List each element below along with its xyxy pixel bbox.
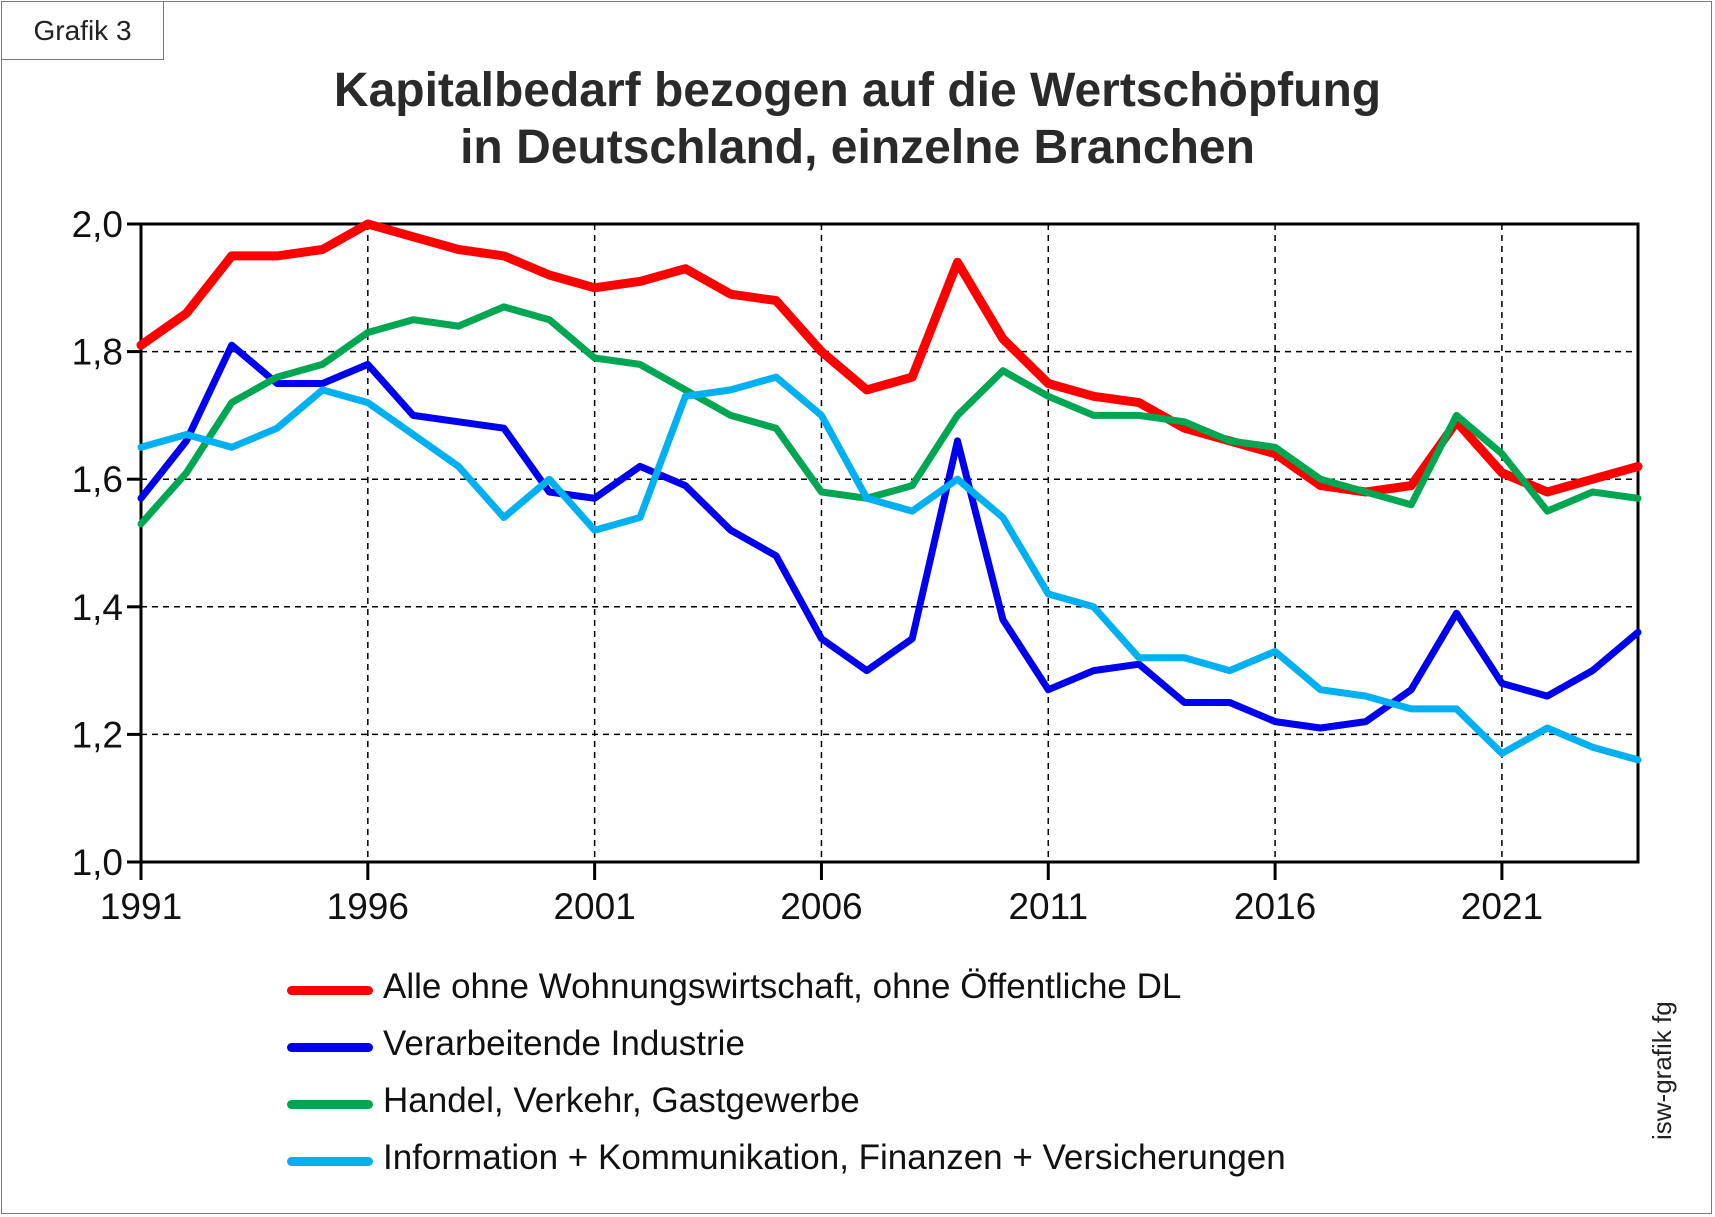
- x-tick-label: 1991: [100, 886, 182, 927]
- x-tick-label: 2001: [553, 886, 635, 927]
- credit-text: isw-grafik fg: [1647, 1001, 1677, 1140]
- x-tick-label: 2011: [1008, 886, 1088, 927]
- legend: Alle ohne Wohnungswirtschaft, ohne Öffen…: [287, 962, 1467, 1190]
- y-tick-label: 2,0: [72, 204, 123, 245]
- y-tick-label: 1,0: [72, 842, 123, 883]
- y-tick-label: 1,6: [72, 459, 123, 500]
- chart-title-line-1: Kapitalbedarf bezogen auf die Wertschöpf…: [333, 64, 1382, 117]
- legend-swatch: [287, 986, 373, 995]
- x-tick-label: 2016: [1234, 886, 1316, 927]
- x-tick-label: 2021: [1461, 886, 1543, 927]
- chart-title-line-2: in Deutschland, einzelne Branchen: [460, 121, 1255, 174]
- legend-swatch: [287, 1157, 373, 1166]
- series-line-4: [137, 373, 1642, 764]
- x-tick-label: 2006: [780, 886, 862, 927]
- y-tick-label: 1,2: [72, 714, 123, 755]
- series-line-1: [136, 219, 1643, 497]
- series-line-3: [137, 303, 1642, 528]
- legend-swatch: [287, 1100, 373, 1109]
- legend-swatch: [287, 1043, 373, 1052]
- legend-item: Handel, Verkehr, Gastgewerbe: [287, 1076, 1467, 1133]
- legend-label: Alle ohne Wohnungswirtschaft, ohne Öffen…: [383, 967, 1182, 1006]
- legend-item: Verarbeitende Industrie: [287, 1019, 1467, 1076]
- legend-label: Handel, Verkehr, Gastgewerbe: [383, 1081, 860, 1120]
- legend-label: Verarbeitende Industrie: [383, 1024, 745, 1063]
- y-tick-label: 1,4: [72, 587, 123, 628]
- figure-badge: Grafik 3: [1, 1, 164, 60]
- legend-item: Information + Kommunikation, Finanzen + …: [287, 1133, 1467, 1190]
- plot-area-border: [139, 222, 1640, 864]
- y-tick-label: 1,8: [72, 332, 123, 373]
- x-tick-label: 1996: [327, 886, 409, 927]
- legend-label: Information + Kommunikation, Finanzen + …: [383, 1138, 1286, 1177]
- legend-item: Alle ohne Wohnungswirtschaft, ohne Öffen…: [287, 962, 1467, 1019]
